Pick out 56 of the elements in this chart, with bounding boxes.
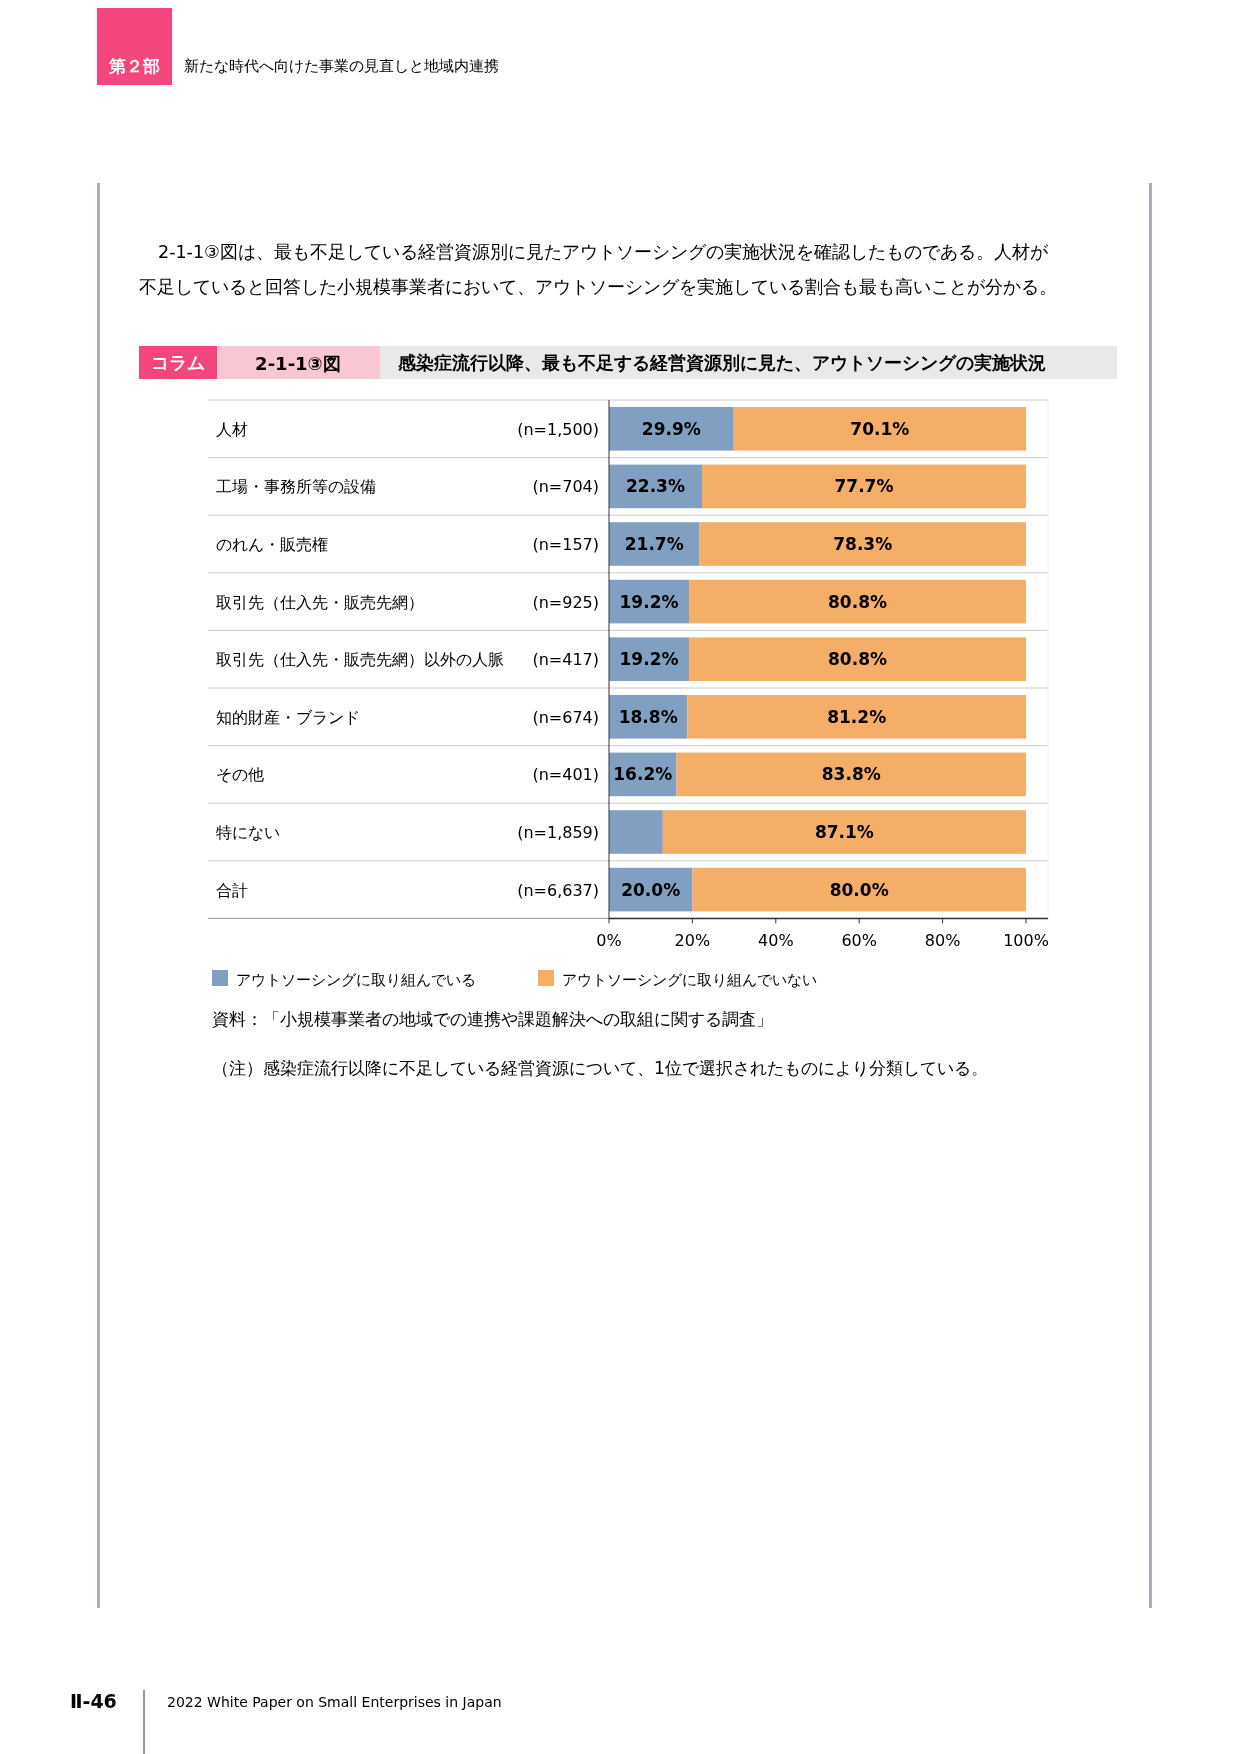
text: 2022 White Paper on Small Enterprises in Japan	[167, 1694, 502, 1710]
data-label: 29.9%	[641, 418, 701, 439]
category-label: のれん・販売権 (n=157)	[216, 535, 599, 554]
data-label: 87.1%	[814, 822, 874, 842]
legend-label: アウトソーシングに取り組んでいる	[236, 971, 476, 989]
data-label: 78.3%	[833, 534, 893, 554]
text: 資料：「小規模事業者の地域での連携や課題解決への取組に関する調査」	[212, 1009, 773, 1029]
text: （注）感染症流行以降に不足している経営資源について、1位で選択されたものにより分類している。	[212, 1058, 988, 1078]
text: 2-1-1③図は、最も不足している経営資源別に見たアウトソーシングの実施状況を確認したものである。人材が	[158, 242, 1049, 262]
data-label: 16.2%	[613, 764, 673, 785]
data-label: 18.8%	[618, 706, 678, 727]
data-label: 80.8%	[828, 591, 888, 612]
text: 不足していると回答した小規模事業者において、アウトソーシングを実施している割合も最も高いことが分かる。	[139, 277, 1057, 297]
category-label: 合計 (n=6,637)	[216, 880, 599, 900]
text: 第２部	[107, 56, 160, 76]
bar	[689, 579, 1026, 624]
x-tick-label: 0%	[596, 931, 622, 951]
bar	[689, 637, 1026, 681]
data-label: 70.1%	[850, 418, 910, 439]
category-label: その他 (n=401)	[216, 765, 599, 785]
data-label: 19.2%	[619, 649, 679, 670]
text: Ⅱ-46	[70, 1690, 117, 1712]
data-label: 80.0%	[829, 879, 889, 900]
category-label: 人材 (n=1,500)	[216, 419, 599, 439]
data-label: 83.8%	[821, 764, 881, 785]
bar	[609, 810, 663, 854]
bar	[733, 407, 1026, 451]
bar	[662, 810, 1026, 854]
text: コラム	[151, 352, 205, 373]
chart-title: 感染症流行以降、最も不足する経営資源別に見た、アウトソーシングの実施状況	[397, 353, 1046, 373]
data-label: 80.8%	[828, 649, 888, 670]
text: 新たな時代へ向けた事業の見直しと地域内連携	[184, 57, 499, 75]
bar	[687, 695, 1026, 739]
x-tick-label: 40%	[758, 931, 794, 951]
data-label: 21.7%	[624, 534, 684, 554]
x-tick-label: 80%	[924, 931, 961, 951]
data-label: 77.7%	[834, 476, 894, 497]
text: 2-1-1③図	[255, 353, 341, 374]
data-label: 19.2%	[619, 591, 679, 612]
legend-label: アウトソーシングに取り組んでいない	[562, 971, 817, 989]
bar	[701, 464, 1026, 509]
bar	[609, 407, 734, 451]
x-tick-label: 60%	[841, 931, 877, 951]
data-label: 22.3%	[626, 476, 685, 497]
bar	[692, 867, 1026, 912]
bar	[699, 522, 1026, 566]
category-label: 工場・事務所等の設備 (n=704)	[216, 477, 599, 497]
x-tick-label: 100%	[1003, 931, 1049, 951]
category-label: 知的財産・ブランド (n=674)	[216, 707, 599, 727]
category-label: 特にない (n=1,859)	[216, 823, 599, 842]
category-label: 取引先（仕入先・販売先網） (n=925)	[216, 592, 599, 612]
data-label: 20.0%	[621, 879, 681, 900]
data-label: 81.2%	[827, 706, 887, 727]
bar	[676, 752, 1026, 797]
category-label: 取引先（仕入先・販売先網）以外の人脈 (n=417)	[216, 650, 599, 670]
x-tick-label: 20%	[674, 931, 711, 951]
